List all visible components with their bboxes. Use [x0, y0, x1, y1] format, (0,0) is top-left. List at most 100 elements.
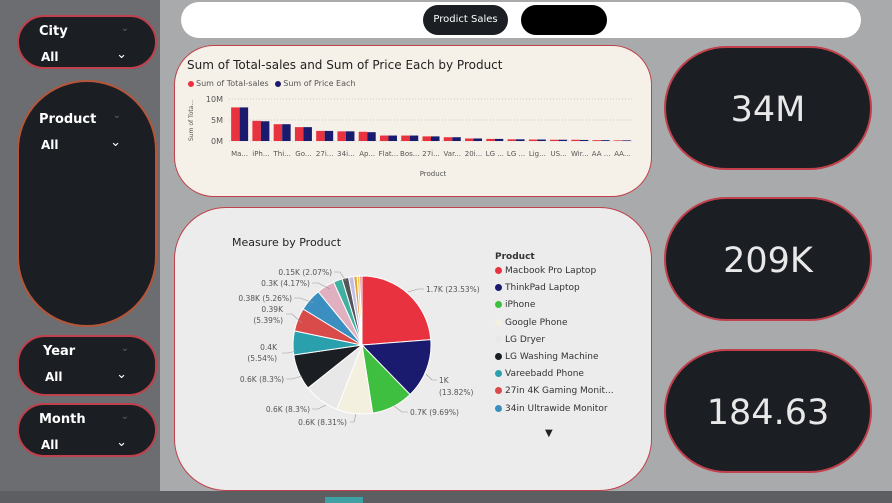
bar-total-sales[interactable] [550, 139, 559, 141]
legend-dot [495, 318, 502, 326]
x-tick-label: AA... [614, 150, 630, 158]
bar-total-sales[interactable] [465, 138, 474, 141]
legend-item[interactable]: LG Dryer [495, 335, 545, 345]
y-axis-label: Sum of Tota... [188, 100, 195, 141]
bar-total-sales[interactable] [401, 135, 410, 141]
legend-label: Google Phone [505, 317, 568, 328]
legend-price-each: Sum of Price Each [283, 79, 356, 88]
bar-price-each[interactable] [345, 131, 355, 141]
x-tick-label: LG ... [486, 150, 504, 158]
bar-total-sales[interactable] [422, 136, 431, 141]
bar-total-sales[interactable] [507, 139, 517, 141]
legend-label: Macbook Pro Laptop [505, 266, 597, 276]
x-tick-label: AA ... [592, 150, 611, 158]
bar-price-each[interactable] [473, 138, 483, 141]
collapse-chevron-icon[interactable]: ⌄ [112, 110, 121, 121]
kpi-card-quantity: 209K [664, 197, 872, 321]
bar-price-each[interactable] [601, 140, 610, 141]
chevron-down-icon[interactable]: ⌄ [116, 367, 127, 382]
legend-item[interactable]: 34in Ultrawide Monitor [495, 404, 608, 414]
legend-label: LG Washing Machine [505, 352, 599, 362]
year-slicer[interactable]: Year ⌄ All ⌄ [17, 335, 157, 396]
legend-item[interactable]: LG Washing Machine [495, 352, 599, 362]
navigation-bar: Prodict Sales [181, 2, 861, 38]
product-sales-button[interactable]: Prodict Sales [423, 5, 508, 35]
legend-label: Vareebadd Phone [505, 369, 584, 380]
bar-total-sales[interactable] [486, 138, 495, 141]
bar-total-sales[interactable] [273, 124, 283, 141]
month-slicer[interactable]: Month ⌄ All ⌄ [17, 403, 157, 457]
bar-price-each[interactable] [409, 135, 419, 141]
bar-total-sales[interactable] [316, 130, 325, 141]
bar-price-each[interactable] [579, 139, 589, 141]
slicer-title: Month [39, 412, 86, 427]
chevron-down-icon[interactable]: ⌄ [110, 135, 121, 150]
legend-item[interactable]: Vareebadd Phone [495, 369, 584, 379]
bar-price-each[interactable] [239, 107, 249, 141]
bar-price-each[interactable] [537, 139, 546, 141]
bar-total-sales[interactable] [231, 107, 240, 141]
page-tab-indicator[interactable] [325, 497, 363, 503]
bar-total-sales[interactable] [358, 131, 368, 141]
bar-price-each[interactable] [303, 127, 312, 141]
bar-chart-title: Sum of Total-sales and Sum of Price Each… [187, 58, 503, 72]
bar-total-sales[interactable] [613, 140, 623, 141]
slicer-title: Product [39, 112, 97, 127]
bar-price-each[interactable] [367, 132, 376, 141]
legend-dot [495, 353, 502, 360]
bar-total-sales[interactable] [571, 139, 580, 141]
bar-total-sales[interactable] [252, 120, 261, 141]
page-nav-button[interactable] [521, 5, 607, 35]
x-tick-label: Go... [295, 150, 311, 158]
bar-total-sales[interactable] [337, 131, 346, 141]
bar-price-each[interactable] [558, 139, 568, 141]
collapse-chevron-icon[interactable]: ⌄ [120, 411, 129, 422]
bar-price-each[interactable] [622, 140, 631, 141]
bar-price-each[interactable] [494, 138, 504, 141]
y-tick-0m: 0M [211, 137, 223, 146]
slicer-title: City [39, 24, 68, 39]
bar-total-sales[interactable] [379, 135, 389, 141]
collapse-chevron-icon[interactable]: ⌄ [120, 23, 129, 34]
product-slicer[interactable]: Product ⌄ All ⌄ [17, 80, 157, 327]
bar-price-each[interactable] [388, 135, 397, 141]
chevron-down-icon[interactable]: ⌄ [116, 435, 127, 450]
legend-item[interactable]: ThinkPad Laptop [495, 283, 580, 293]
bar-total-sales[interactable] [443, 137, 453, 141]
bar-chart-bars [231, 107, 631, 141]
legend-item[interactable]: Google Phone [495, 318, 567, 328]
slicer-title: Year [43, 344, 76, 359]
kpi-card-avg-price: 184.63 [664, 349, 872, 473]
bar-price-each[interactable] [516, 139, 525, 141]
bar-price-each[interactable] [260, 121, 270, 141]
legend-label: ThinkPad Laptop [505, 283, 580, 294]
chevron-down-icon[interactable]: ⌄ [116, 47, 127, 62]
legend-label: 27in 4K Gaming Monit... [505, 386, 614, 397]
legend-label: iPhone [505, 300, 536, 311]
legend-item[interactable]: Macbook Pro Laptop [495, 266, 596, 276]
bottom-bar [0, 491, 892, 503]
legend-dot [495, 387, 502, 395]
x-tick-label: Ap... [359, 150, 375, 158]
x-tick-label: LG ... [507, 150, 525, 158]
city-slicer[interactable]: City ⌄ All ⌄ [17, 15, 157, 69]
bar-total-sales[interactable] [294, 127, 304, 141]
bar-price-each[interactable] [431, 136, 440, 141]
bar-price-each[interactable] [452, 137, 461, 141]
collapse-chevron-icon[interactable]: ⌄ [120, 343, 129, 354]
bar-price-each[interactable] [282, 124, 291, 141]
slicer-value: All [41, 50, 59, 64]
bar-total-sales[interactable] [592, 140, 602, 141]
slicer-value: All [41, 138, 59, 152]
bar-price-each[interactable] [324, 130, 334, 141]
legend-scroll-down-icon[interactable]: ▼ [545, 428, 553, 439]
legend-dot [495, 335, 502, 343]
y-tick-10m: 10M [206, 95, 223, 104]
x-tick-label: iPh... [252, 150, 269, 158]
legend-item[interactable]: 27in 4K Gaming Monit... [495, 386, 614, 396]
slicer-value: All [45, 370, 63, 384]
bar-total-sales[interactable] [528, 139, 538, 141]
legend-item[interactable]: iPhone [495, 300, 535, 310]
x-tick-label: 27i... [316, 150, 334, 158]
legend-label: 34in Ultrawide Monitor [505, 403, 608, 414]
